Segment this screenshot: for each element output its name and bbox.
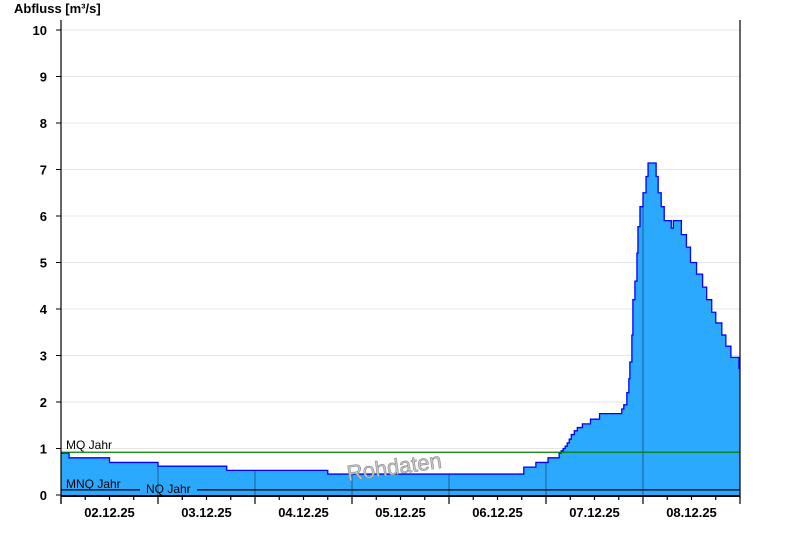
y-tick-label: 3 xyxy=(40,349,47,364)
y-tick-label: 1 xyxy=(40,442,47,457)
y-tick-label: 10 xyxy=(33,23,47,38)
x-tick-label: 04.12.25 xyxy=(278,505,329,520)
y-axis-title: Abfluss [m³/s] xyxy=(14,1,101,16)
y-tick-label: 9 xyxy=(40,70,47,85)
axes: 0 1 2 3 4 5 6 7 8 9 10 02.12.25 03.12.25 04.12.25 05.1… xyxy=(33,20,741,520)
nq-label: NQ Jahr xyxy=(146,482,191,496)
x-tick-label: 05.12.25 xyxy=(375,505,426,520)
x-tick-label: 03.12.25 xyxy=(181,505,232,520)
x-tick-label: 08.12.25 xyxy=(666,505,717,520)
y-tick-label: 5 xyxy=(40,256,47,271)
y-tick-label: 7 xyxy=(40,163,47,178)
mnq-label: MNQ Jahr xyxy=(66,477,121,491)
y-tick-label: 0 xyxy=(40,488,47,503)
y-tick-label: 2 xyxy=(40,395,47,410)
discharge-fill xyxy=(61,162,740,496)
reference-lines: MQ Jahr MNQ Jahr NQ Jahr xyxy=(61,438,740,496)
x-tick-label: 07.12.25 xyxy=(569,505,620,520)
y-tick-label: 8 xyxy=(40,116,47,131)
y-tick-label: 4 xyxy=(40,302,48,317)
x-tick-label: 02.12.25 xyxy=(84,505,135,520)
mq-label: MQ Jahr xyxy=(66,438,112,452)
gridlines xyxy=(61,29,740,449)
discharge-line xyxy=(61,162,740,475)
x-tick-label: 06.12.25 xyxy=(472,505,523,520)
y-tick-label: 6 xyxy=(40,209,47,224)
